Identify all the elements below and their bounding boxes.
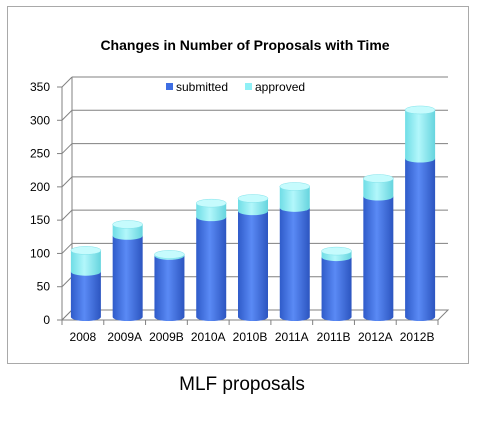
bar-top-cap <box>363 174 394 183</box>
bar-submitted <box>70 271 101 321</box>
bar-top-cap <box>195 198 227 208</box>
bar-submitted <box>405 158 436 321</box>
gridline-connector <box>61 209 73 221</box>
bar-approved <box>196 203 227 222</box>
x-tick-label: 2009B <box>149 330 184 344</box>
x-tick-label: 2009A <box>107 330 142 344</box>
y-tick-label: 250 <box>30 147 50 161</box>
bar-top-cap <box>279 182 311 191</box>
legend-swatch-submitted <box>166 83 173 90</box>
bar-submitted <box>321 257 352 321</box>
chart-frame: Changes in Number of Proposals with Time… <box>7 6 469 364</box>
bar-top-cap <box>70 246 102 255</box>
bar-submitted <box>363 196 394 321</box>
gridline-connector <box>61 243 73 254</box>
x-tick-label: 2012B <box>400 330 435 344</box>
bars <box>70 105 436 321</box>
chart-title: Changes in Number of Proposals with Time <box>100 37 389 53</box>
y-tick-labels: 0 50 100 150 200 250 300 350 <box>30 80 50 327</box>
bar-approved <box>70 250 101 276</box>
x-tick-label: 2012A <box>358 330 393 344</box>
x-tick-label: 2008 <box>70 330 97 344</box>
bar-approved <box>405 109 436 163</box>
legend: submitted approved <box>166 80 305 94</box>
bar-approved <box>112 224 143 240</box>
gridline-connector <box>61 176 73 188</box>
x-tick-label: 2011A <box>275 330 309 344</box>
y-tick-label: 350 <box>30 80 50 94</box>
gridline-connector <box>61 143 73 154</box>
gridline-connector <box>61 276 73 288</box>
x-tick-label: 2011B <box>317 330 351 344</box>
bar-submitted <box>279 207 310 321</box>
bar-top-cap <box>321 246 352 256</box>
bar-submitted <box>112 235 143 321</box>
bar-submitted <box>238 211 268 321</box>
bar-top-cap <box>237 194 269 203</box>
figure-caption: MLF proposals <box>179 374 305 395</box>
bar-top-cap <box>112 220 143 229</box>
x-tick-label: 2010A <box>191 330 226 344</box>
y-tick-label: 200 <box>30 180 50 194</box>
bar-submitted <box>154 255 185 321</box>
bar-top-cap <box>404 105 436 115</box>
y-tick-label: 0 <box>43 313 50 327</box>
bar-approved <box>238 198 268 216</box>
bar-submitted <box>196 217 227 321</box>
x-tick-labels: 2008 2009A 2009B 2010A 2010B 2011A 2011B 2012A 2… <box>70 330 435 344</box>
legend-swatch-approved <box>245 83 252 90</box>
y-tick-label: 150 <box>30 213 50 227</box>
gridline-connector <box>61 76 73 88</box>
x-tick-label: 2010B <box>233 330 268 344</box>
legend-label-submitted: submitted <box>176 80 228 94</box>
bar-top-cap <box>154 250 185 259</box>
legend-label-approved: approved <box>255 80 305 94</box>
bar-approved <box>363 178 394 201</box>
y-tick-label: 50 <box>37 280 51 294</box>
gridline-connector <box>61 109 73 121</box>
y-tick-label: 100 <box>30 246 50 260</box>
y-tick-label: 300 <box>30 113 50 127</box>
stacked-bar-chart: Changes in Number of Proposals with Time… <box>30 37 450 344</box>
bar-approved <box>279 186 310 212</box>
